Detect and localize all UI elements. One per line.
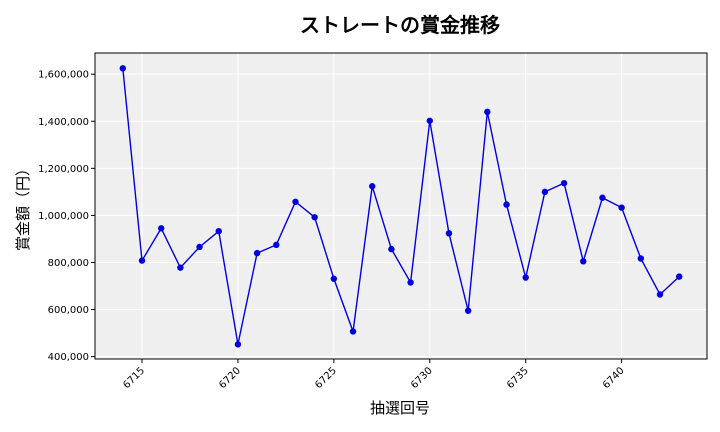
data-point [637, 255, 645, 262]
data-point [522, 274, 529, 281]
y-tick-label: 800,000 [48, 258, 89, 269]
y-axis-label: 賞金額（円） [14, 161, 32, 251]
x-tick-label: 6720 [217, 365, 243, 391]
data-point [330, 275, 338, 282]
data-point [292, 198, 299, 205]
data-point [311, 214, 318, 221]
y-tick-label: 1,200,000 [38, 164, 89, 175]
chart-title: ストレートの賞金推移 [300, 13, 500, 37]
data-point [618, 204, 625, 211]
y-tick-label: 1,400,000 [38, 117, 89, 128]
data-point [580, 258, 587, 265]
x-axis-ticks: 6715 6720 6725 6730 6735 6740 [121, 359, 627, 391]
y-tick-label: 600,000 [48, 305, 89, 316]
data-point [503, 201, 510, 208]
series-line [122, 68, 680, 345]
data-point [388, 245, 395, 253]
x-tick-label: 6725 [313, 365, 339, 391]
x-tick-label: 6715 [121, 365, 147, 391]
data-point [215, 227, 222, 235]
data-point [484, 108, 491, 116]
data-point [273, 241, 280, 249]
x-axis-label: 抽選回号 [370, 399, 430, 417]
x-tick-label: 6740 [601, 365, 627, 391]
data-point [675, 273, 683, 280]
data-point [445, 230, 453, 237]
data-point [541, 188, 549, 196]
data-point [426, 117, 433, 124]
data-point [349, 328, 357, 335]
data-point [196, 243, 203, 251]
y-tick-label: 400,000 [48, 352, 89, 363]
data-point [234, 341, 242, 348]
data-point [138, 257, 146, 264]
data-point [177, 264, 184, 271]
x-tick-label: 6730 [409, 365, 435, 391]
data-point [407, 279, 414, 286]
plot-frame [94, 52, 708, 360]
y-tick-label: 1,000,000 [38, 211, 89, 222]
data-point [369, 183, 376, 190]
y-axis-ticks: 400,000 600,000 800,000 1,000,000 1,200,000 1… [38, 70, 95, 363]
data-point [464, 307, 472, 314]
plot-background [95, 53, 707, 359]
y-tick-label: 1,600,000 [38, 70, 89, 81]
x-tick-label: 6735 [505, 365, 531, 391]
data-point [119, 65, 127, 72]
data-point [157, 225, 165, 232]
data-point [253, 249, 261, 257]
series-layer [119, 65, 683, 348]
data-point [656, 291, 664, 298]
data-point [560, 179, 568, 187]
data-point [599, 194, 606, 201]
